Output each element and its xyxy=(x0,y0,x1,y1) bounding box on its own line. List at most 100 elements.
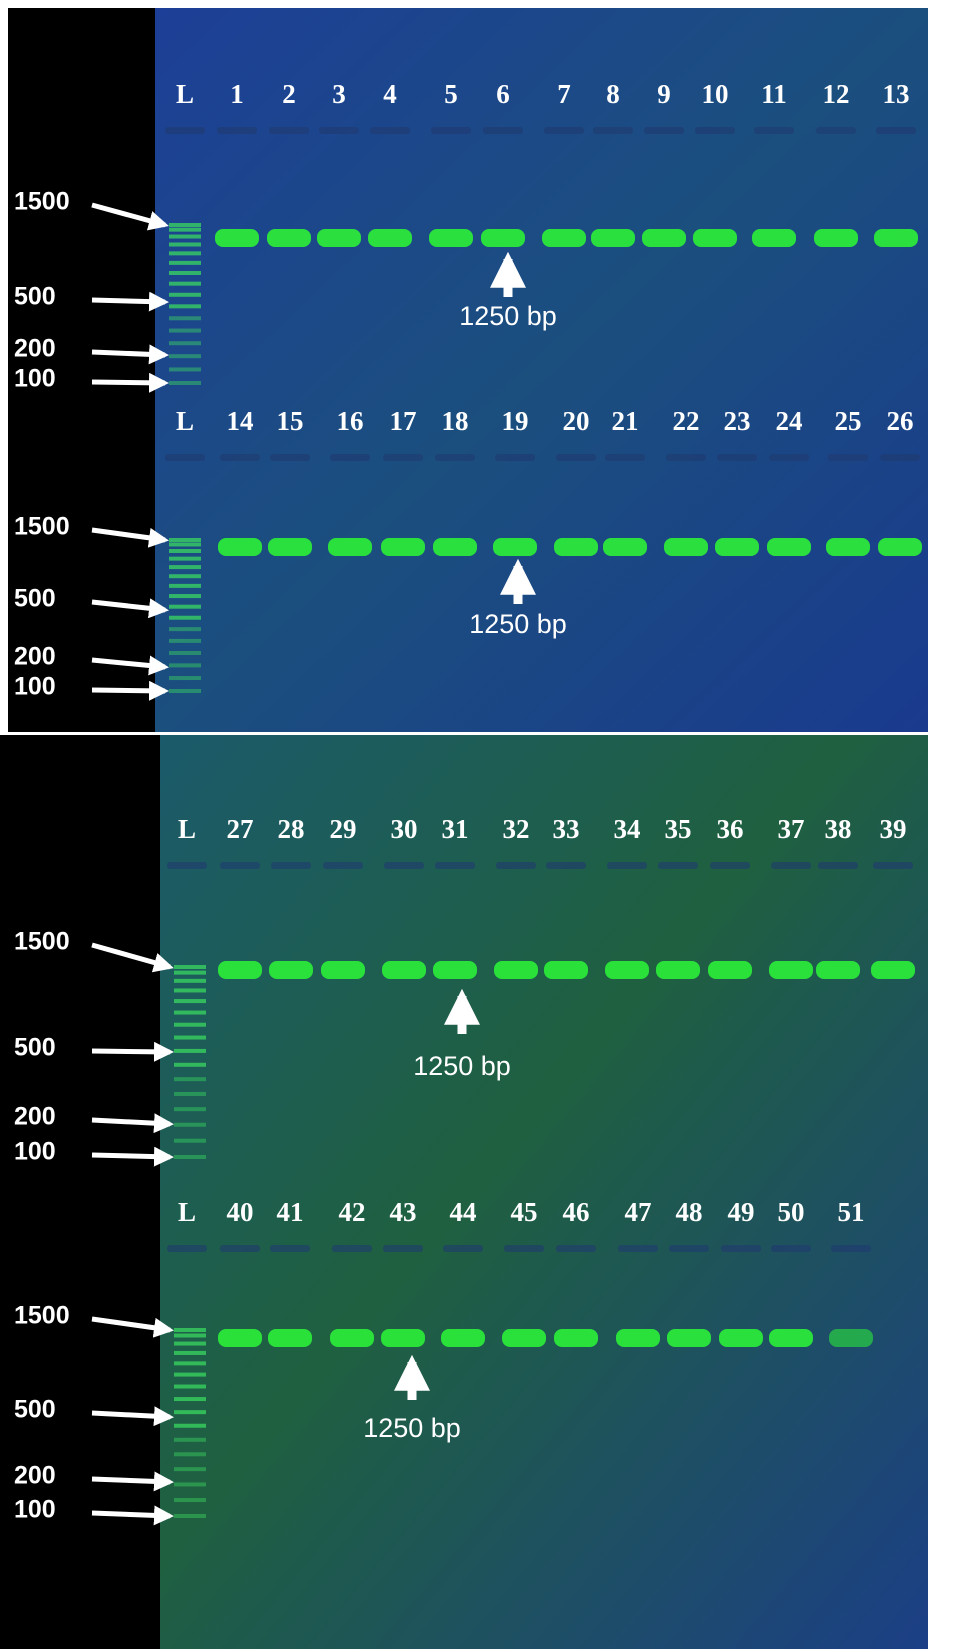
gel xyxy=(160,735,928,1649)
lane-label: 51 xyxy=(838,1197,865,1227)
ladder-label: 1500 xyxy=(14,513,70,541)
band xyxy=(268,538,312,556)
band xyxy=(814,229,858,247)
lane-label: 9 xyxy=(657,79,671,109)
annotation: 1250 bp xyxy=(413,1051,511,1081)
lane-label: 2 xyxy=(282,79,296,109)
ladder-band xyxy=(174,999,206,1003)
well xyxy=(332,1245,372,1252)
ladder-label: 500 xyxy=(14,1034,56,1062)
well xyxy=(607,862,647,869)
lane-label: 8 xyxy=(606,79,620,109)
well xyxy=(880,454,920,461)
ladder-band xyxy=(174,1482,206,1486)
band xyxy=(816,961,860,979)
ladder-label: 200 xyxy=(14,1103,56,1131)
lane-label: 7 xyxy=(557,79,571,109)
well xyxy=(769,454,809,461)
ladder-band xyxy=(169,228,201,232)
well xyxy=(771,862,811,869)
lane-label: 50 xyxy=(778,1197,805,1227)
ladder-band xyxy=(174,1467,206,1471)
ladder-band xyxy=(169,251,201,255)
ladder-band xyxy=(169,223,201,227)
ladder-band xyxy=(174,971,206,975)
ladder-band xyxy=(169,304,201,308)
well xyxy=(165,127,205,134)
band xyxy=(554,538,598,556)
well xyxy=(754,127,794,134)
ladder-label: 500 xyxy=(14,585,56,613)
well xyxy=(319,127,359,134)
ladder-band xyxy=(169,242,201,246)
ladder-band xyxy=(169,605,201,609)
annotation: 1250 bp xyxy=(363,1413,461,1443)
lane-label: 12 xyxy=(823,79,850,109)
band xyxy=(874,229,918,247)
well xyxy=(593,127,633,134)
well xyxy=(384,862,424,869)
arrow xyxy=(92,300,165,302)
well xyxy=(220,1245,260,1252)
well xyxy=(496,862,536,869)
band xyxy=(330,1329,374,1347)
well xyxy=(431,127,471,134)
lane-label: 22 xyxy=(673,406,700,436)
well xyxy=(818,862,858,869)
band xyxy=(544,961,588,979)
arrow xyxy=(92,1051,170,1052)
ladder-band xyxy=(174,1139,206,1143)
well xyxy=(544,127,584,134)
ladder-band xyxy=(174,1410,206,1414)
well xyxy=(605,454,645,461)
well xyxy=(710,862,750,869)
ladder-label: 100 xyxy=(14,1496,56,1524)
band xyxy=(878,538,922,556)
arrow xyxy=(92,1155,170,1157)
ladder-band xyxy=(169,381,201,385)
ladder-band xyxy=(174,1036,206,1040)
ladder-band xyxy=(174,1011,206,1015)
ladder-band xyxy=(174,1155,206,1159)
ladder-label: 1500 xyxy=(14,928,70,956)
band xyxy=(433,961,477,979)
ladder-band xyxy=(169,651,201,655)
band xyxy=(554,1329,598,1347)
band xyxy=(715,538,759,556)
ladder-band xyxy=(174,1351,206,1355)
ladder-band xyxy=(174,1397,206,1401)
ladder-band xyxy=(169,627,201,631)
band xyxy=(267,229,311,247)
ladder-band xyxy=(174,1373,206,1377)
ladder-label: 500 xyxy=(14,283,56,311)
ladder-band xyxy=(169,549,201,553)
band xyxy=(708,961,752,979)
lane-label: 11 xyxy=(761,79,787,109)
well xyxy=(269,127,309,134)
lane-label: L xyxy=(176,79,194,109)
well xyxy=(816,127,856,134)
ladder-band xyxy=(169,689,201,693)
lane-label: 16 xyxy=(337,406,364,436)
lane-label: 25 xyxy=(835,406,862,436)
ladder-band xyxy=(174,1077,206,1081)
ladder-band xyxy=(169,639,201,643)
arrow xyxy=(92,352,165,355)
well xyxy=(666,454,706,461)
ladder-band xyxy=(169,542,201,546)
lane-label: 39 xyxy=(880,814,907,844)
well xyxy=(383,1245,423,1252)
band xyxy=(218,1329,262,1347)
well xyxy=(876,127,916,134)
arrow xyxy=(92,382,165,383)
band xyxy=(769,1329,813,1347)
lane-label: 27 xyxy=(227,814,254,844)
lane-label: 5 xyxy=(444,79,458,109)
well xyxy=(771,1245,811,1252)
band xyxy=(603,538,647,556)
ladder-band xyxy=(169,341,201,345)
well xyxy=(873,862,913,869)
lane-label: 23 xyxy=(724,406,751,436)
band xyxy=(752,229,796,247)
band xyxy=(642,229,686,247)
